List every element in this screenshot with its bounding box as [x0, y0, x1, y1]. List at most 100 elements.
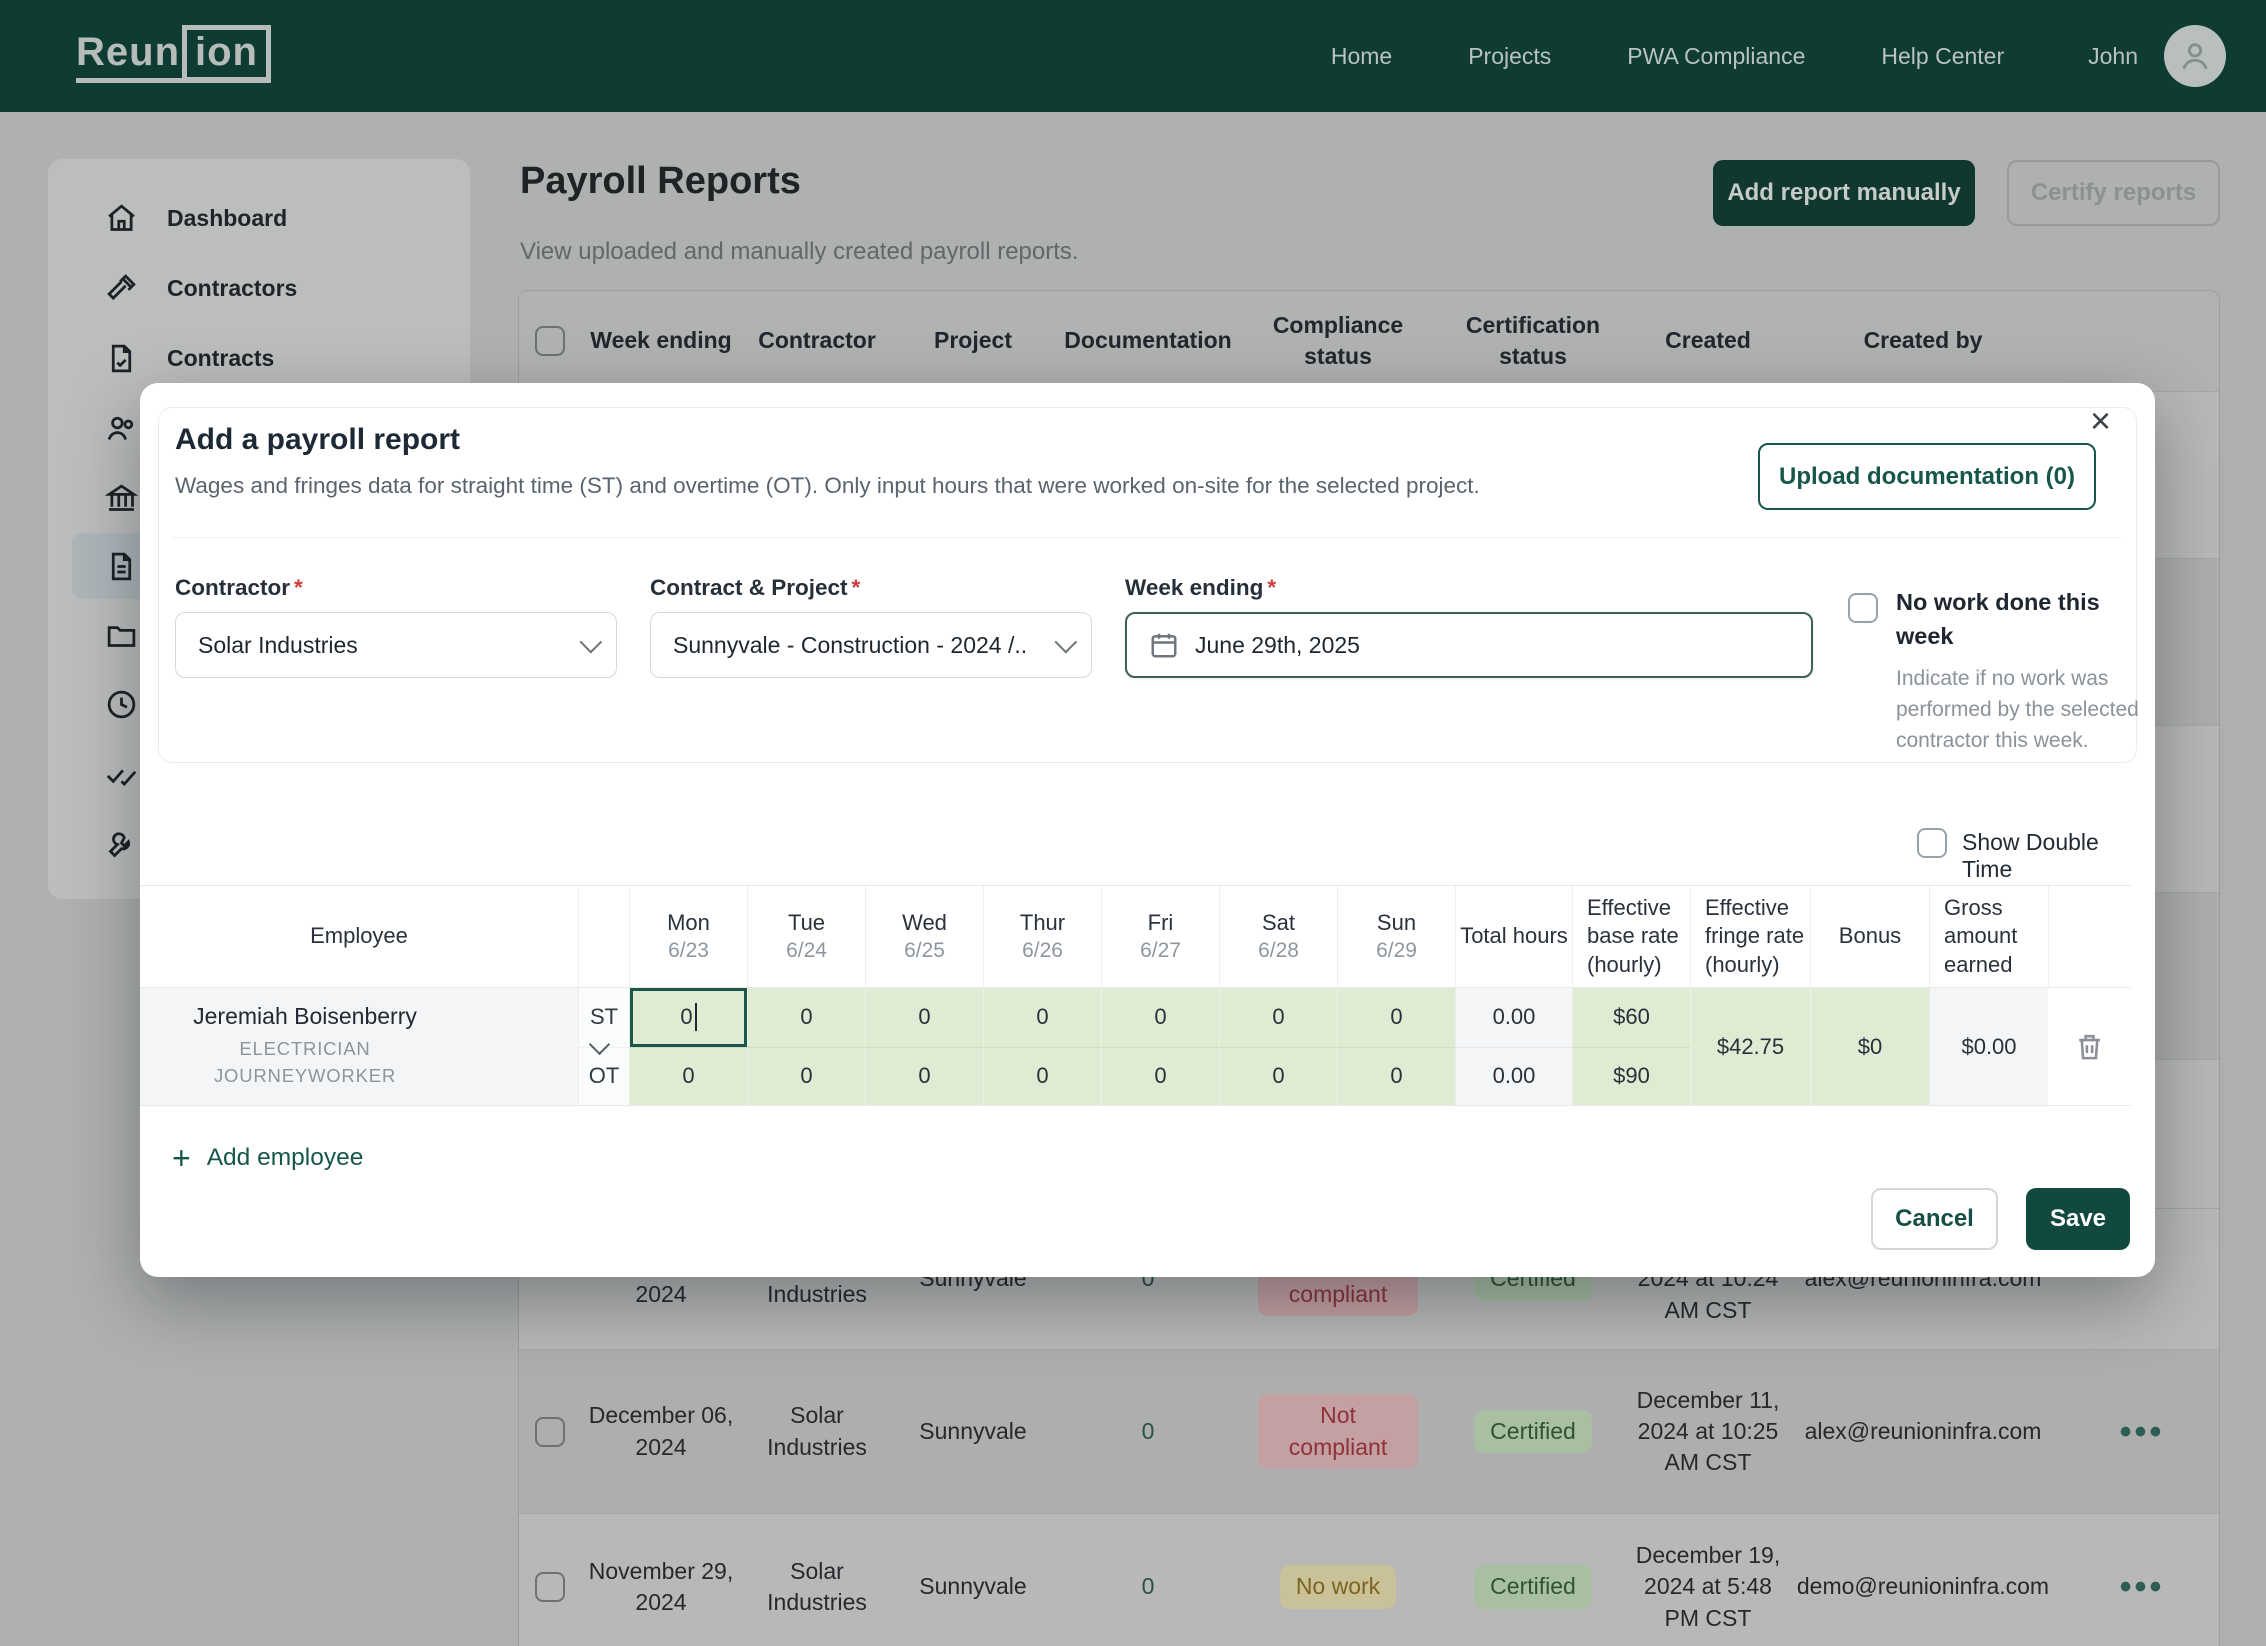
row-checkbox[interactable] — [535, 1416, 565, 1447]
ot-base-rate: $90 — [1572, 1046, 1690, 1105]
contract-project-label: Contract & Project * — [650, 575, 861, 600]
sidebar-item-8[interactable] — [48, 669, 470, 739]
week-ending-value: June 29th, 2025 — [1195, 631, 1360, 658]
week-ending-label: Week ending * — [1125, 575, 1277, 600]
table-row: November 29, 2024 Solar Industries Sunny… — [519, 1513, 2219, 1646]
nav-item-projects[interactable]: Projects — [1468, 42, 1552, 69]
sheet-col-sat: Sat 6/28 — [1219, 886, 1337, 988]
plus-icon: + — [172, 1140, 191, 1176]
sheet-col-thur: Thur 6/26 — [983, 886, 1101, 988]
close-icon[interactable]: × — [2089, 400, 2111, 441]
hours-input-ot-tue[interactable]: 0 — [747, 1046, 865, 1105]
add-report-manually-button[interactable]: Add report manually — [1713, 160, 1975, 226]
cancel-button[interactable]: Cancel — [1871, 1188, 1998, 1250]
contract-project-select[interactable]: Sunnyvale - Construction - 2024 /.. — [650, 612, 1092, 678]
show-double-time-checkbox[interactable] — [1917, 828, 1947, 858]
hammer-icon — [107, 273, 136, 300]
page-title: Payroll Reports — [520, 160, 801, 202]
employee-cell[interactable]: Jeremiah Boisenberry ELECTRICIAN JOURNEY… — [140, 988, 611, 1105]
sidebar-item-5[interactable] — [48, 463, 470, 533]
ot-label: OT — [578, 1046, 629, 1105]
reunion-logo[interactable]: Reun ion — [76, 24, 271, 83]
sheet-col-gross: Gross amount earned — [1929, 886, 2048, 988]
person-icon — [2182, 43, 2208, 70]
row-menu-button[interactable]: ••• — [2119, 1412, 2165, 1451]
sidebar-item-4[interactable] — [48, 393, 470, 463]
week-ending-date-input[interactable]: June 29th, 2025 — [1125, 612, 1813, 678]
employee-name: Jeremiah Boisenberry — [193, 1003, 417, 1030]
hours-input-ot-fri[interactable]: 0 — [1101, 1046, 1219, 1105]
cell-documentation: 0 — [1141, 1573, 1155, 1600]
cell-created: December 19, 2024 at 5:48 PM CST — [1635, 1542, 1781, 1631]
nav-item-home[interactable]: Home — [1330, 42, 1393, 69]
sidebar-item-9[interactable] — [48, 739, 470, 809]
add-employee-button[interactable]: + Add employee — [172, 1140, 363, 1176]
certify-reports-button[interactable]: Certify reports — [2007, 160, 2220, 226]
hours-input-st-sat[interactable]: 0 — [1219, 988, 1337, 1047]
sheet-col-fri: Fri 6/27 — [1101, 886, 1219, 988]
contractor-label: Contractor * — [175, 575, 303, 600]
ot-total-hours: 0.00 — [1455, 1046, 1572, 1105]
hours-input-st-mon[interactable]: 0 — [629, 988, 747, 1047]
col-compliance-status: Compliance status — [1272, 311, 1404, 369]
sidebar-item-7[interactable] — [48, 599, 470, 669]
row-checkbox[interactable] — [535, 1572, 565, 1602]
delete-employee-button[interactable] — [2048, 988, 2131, 1105]
table-header-row: Week ending Contractor Project Documenta… — [519, 291, 2219, 391]
hours-input-ot-sun[interactable]: 0 — [1337, 1046, 1455, 1105]
hours-input-st-tue[interactable]: 0 — [747, 988, 865, 1047]
hours-input-ot-sat[interactable]: 0 — [1219, 1046, 1337, 1105]
home-icon — [108, 203, 135, 231]
contractor-value: Solar Industries — [198, 631, 358, 658]
payroll-reports-icon — [111, 552, 132, 580]
people-icon — [107, 416, 134, 440]
sheet-col-wed: Wed 6/25 — [865, 886, 983, 988]
add-payroll-report-modal: × Add a payroll report Wages and fringes… — [140, 383, 2155, 1277]
hours-input-st-sun[interactable]: 0 — [1337, 988, 1455, 1047]
upload-documentation-button[interactable]: Upload documentation (0) — [1758, 443, 2096, 510]
user-avatar[interactable] — [2164, 25, 2226, 87]
sheet-col-total-hours: Total hours — [1455, 886, 1572, 988]
modal-form-card — [158, 407, 2137, 763]
no-work-helper-text: Indicate if no work was performed by the… — [1896, 667, 2139, 753]
no-work-checkbox[interactable] — [1848, 593, 1878, 623]
sidebar-item-contracts[interactable]: Contracts — [48, 323, 470, 393]
chevron-down-icon — [579, 630, 603, 654]
hours-input-ot-thur[interactable]: 0 — [983, 1046, 1101, 1105]
sheet-col-fringe-rate: Effective fringe rate (hourly) — [1690, 886, 1810, 988]
sidebar-item-10[interactable] — [48, 809, 470, 879]
cell-created-by: alex@reunioninfra.com — [1804, 1417, 2042, 1444]
table-row: December 06, 2024 Solar Industries Sunny… — [519, 1349, 2219, 1513]
hours-input-st-fri[interactable]: 0 — [1101, 988, 1219, 1047]
nav-item-help-center[interactable]: Help Center — [1881, 42, 2005, 69]
contract-project-value: Sunnyvale - Construction - 2024 /.. — [673, 631, 1028, 658]
sidebar-item-contractors[interactable]: Contractors — [48, 253, 470, 323]
sheet-col-stot — [578, 886, 629, 988]
contract-icon — [111, 344, 132, 372]
sheet-col-actions — [2048, 886, 2131, 988]
hours-input-ot-wed[interactable]: 0 — [865, 1046, 983, 1105]
hours-input-ot-mon[interactable]: 0 — [629, 1046, 747, 1105]
timesheet-grid: Employee Mon 6/23 Tue 6/24 Wed 6/25 Thur 6/2… — [140, 885, 2131, 1106]
select-all-checkbox[interactable] — [535, 326, 565, 356]
save-button[interactable]: Save — [2026, 1188, 2130, 1250]
col-created-by: Created by — [1863, 327, 1983, 354]
row-menu-button[interactable]: ••• — [2119, 1568, 2165, 1606]
sidebar-item-dashboard[interactable]: Dashboard — [48, 183, 470, 253]
nav-item-pwa-compliance[interactable]: PWA Compliance — [1627, 42, 1806, 69]
sheet-col-employee: Employee — [140, 886, 578, 988]
modal-title: Add a payroll report — [175, 423, 461, 456]
hours-input-st-wed[interactable]: 0 — [865, 988, 983, 1047]
col-certification-status: Certification status — [1465, 311, 1601, 369]
hours-input-st-thur[interactable]: 0 — [983, 988, 1101, 1047]
contractor-select[interactable]: Solar Industries — [175, 612, 617, 678]
nav-user-name[interactable]: John — [2088, 42, 2138, 69]
page-subtitle: View uploaded and manually created payro… — [520, 238, 1079, 265]
certification-badge: Certified — [1474, 1565, 1592, 1609]
bonus: $0 — [1810, 988, 1929, 1105]
cell-week-ending: November 29, 2024 — [588, 1557, 734, 1615]
clock-icon — [107, 690, 136, 718]
no-work-label: No work done this week — [1896, 589, 2100, 650]
bank-icon — [105, 483, 138, 511]
sidebar-item-label: Dashboard — [167, 204, 288, 231]
